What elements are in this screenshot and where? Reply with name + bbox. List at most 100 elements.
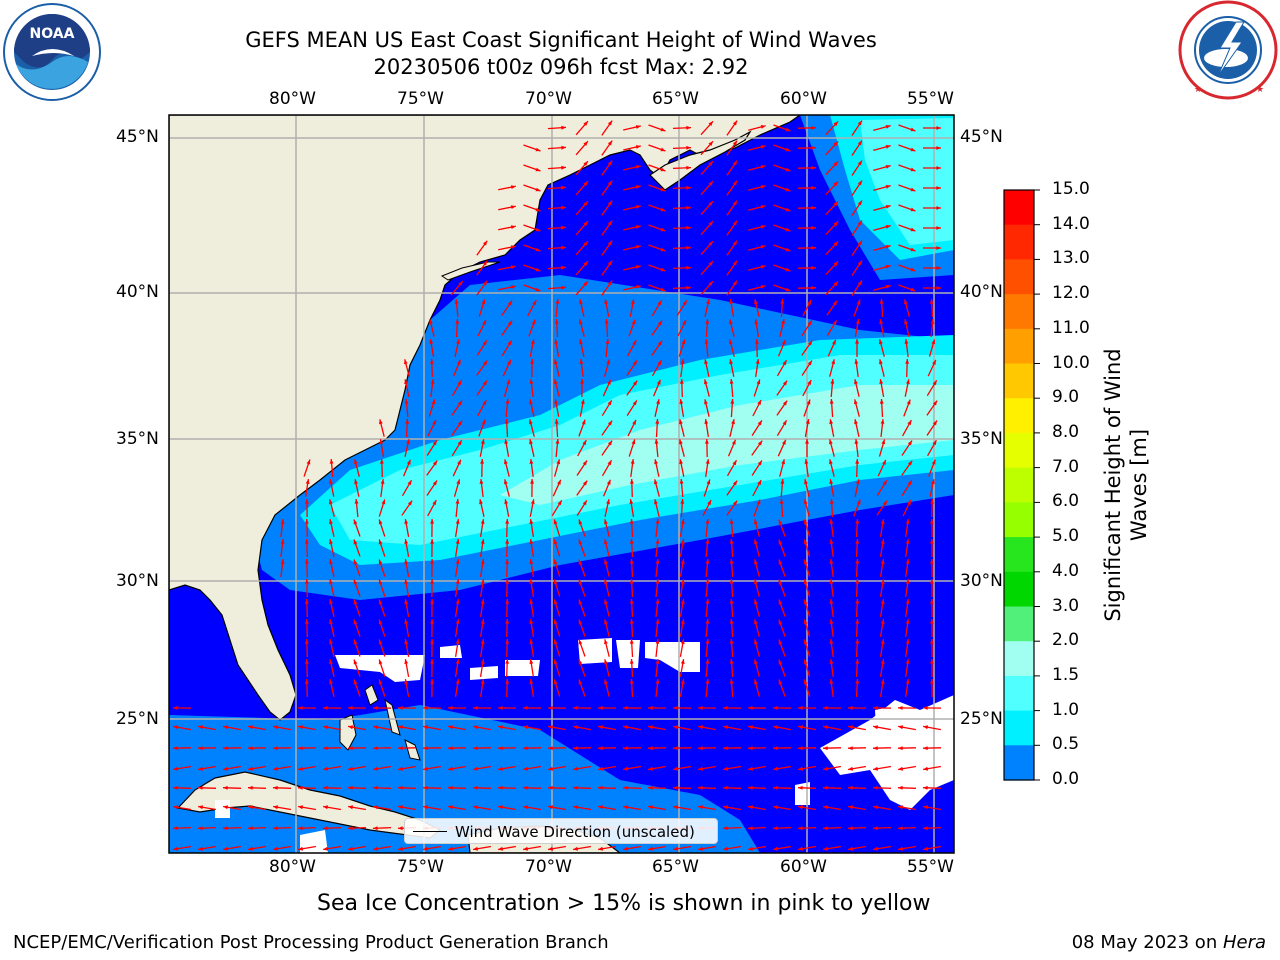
- wave-direction-arrow: [554, 359, 560, 377]
- wave-direction-arrow: [929, 479, 935, 497]
- lon-label-bottom-75w: 75°W: [397, 857, 444, 877]
- wave-direction-arrow: [855, 678, 860, 698]
- wave-direction-arrow: [654, 438, 659, 458]
- wave-direction-arrow: [705, 678, 710, 698]
- wave-direction-arrow: [679, 478, 684, 498]
- wave-direction-arrow: [553, 659, 561, 677]
- wave-direction-arrow: [726, 180, 738, 196]
- wave-direction-arrow: [873, 184, 891, 192]
- wave-direction-arrow: [397, 845, 417, 851]
- wave-direction-arrow: [601, 260, 613, 276]
- land-long-island: [440, 261, 501, 281]
- wave-direction-arrow: [404, 618, 410, 638]
- wave-direction-arrow: [426, 460, 438, 476]
- wave-direction-arrow: [247, 845, 267, 851]
- wave-direction-arrow: [697, 845, 717, 851]
- wave-direction-arrow: [472, 845, 492, 851]
- wave-direction-arrow: [522, 845, 542, 851]
- wave-direction-arrow: [272, 725, 292, 731]
- wave-direction-arrow: [872, 725, 892, 731]
- wave-direction-arrow: [647, 845, 667, 851]
- wave-direction-arrow: [498, 225, 516, 231]
- wave-direction-arrow: [700, 140, 714, 156]
- wave-direction-arrow: [378, 599, 386, 617]
- colorbar-segment: [1004, 363, 1034, 399]
- wave-direction-arrow: [528, 319, 536, 337]
- lat-label-left-30n: 30°N: [116, 571, 159, 591]
- wave-direction-arrow: [454, 678, 460, 698]
- wave-direction-arrow: [648, 124, 666, 132]
- wave-direction-arrow: [847, 746, 867, 751]
- wave-direction-arrow: [197, 805, 217, 811]
- wave-direction-arrow: [748, 205, 766, 211]
- wave-direction-arrow: [547, 165, 567, 170]
- wave-direction-arrow: [672, 845, 692, 851]
- wave-direction-arrow: [729, 319, 735, 337]
- wave-direction-arrow: [426, 480, 438, 496]
- wave-direction-arrow: [873, 264, 891, 272]
- wave-direction-arrow: [505, 398, 510, 418]
- wave-direction-arrow: [922, 785, 942, 790]
- wave-direction-arrow: [623, 165, 641, 171]
- wave-direction-arrow: [773, 284, 791, 292]
- lon-label-top-60w: 60°W: [780, 89, 827, 109]
- wave-direction-arrow: [629, 518, 634, 538]
- wave-direction-arrow: [754, 299, 760, 317]
- wave-direction-arrow: [554, 379, 560, 397]
- wave-direction-arrow: [901, 440, 913, 456]
- wave-direction-arrow: [648, 244, 666, 252]
- wave-direction-arrow: [902, 499, 912, 517]
- wave-direction-arrow: [503, 379, 511, 397]
- wave-direction-arrow: [603, 359, 611, 377]
- wave-direction-arrow: [578, 599, 586, 617]
- wave-direction-arrow: [772, 765, 792, 771]
- wave-direction-arrow: [804, 459, 809, 477]
- wave-direction-arrow: [729, 678, 734, 698]
- wave-direction-arrow: [704, 399, 710, 417]
- wave-direction-arrow: [747, 725, 767, 731]
- colorbar-tick-label: 11.0: [1052, 317, 1090, 338]
- wave-direction-arrow: [401, 500, 413, 516]
- wave-direction-arrow: [778, 599, 786, 617]
- wave-direction-arrow: [803, 559, 811, 577]
- wave-direction-arrow: [529, 518, 535, 538]
- wave-direction-arrow: [477, 319, 487, 337]
- colorbar-tick-label: 1.0: [1052, 699, 1080, 720]
- wave-direction-arrow: [855, 558, 860, 578]
- wave-direction-arrow: [447, 805, 467, 811]
- wave-direction-arrow: [855, 538, 860, 558]
- wave-direction-arrow: [626, 380, 638, 396]
- wave-direction-arrow: [247, 765, 267, 771]
- wave-direction-arrow: [529, 558, 535, 578]
- wave-direction-arrow: [479, 638, 485, 658]
- wave-direction-arrow: [873, 144, 891, 152]
- wave-direction-arrow: [455, 498, 460, 518]
- wave-direction-arrow: [679, 598, 685, 618]
- wave-direction-arrow: [897, 785, 917, 790]
- wave-direction-arrow: [647, 785, 667, 790]
- lat-label-left-40n: 40°N: [116, 282, 159, 302]
- wave-direction-arrow: [753, 499, 761, 517]
- legend-line-icon: [413, 831, 447, 832]
- wave-direction-arrow: [604, 639, 610, 657]
- wave-direction-arrow: [776, 380, 788, 396]
- wave-direction-arrow: [930, 678, 934, 698]
- wave-direction-arrow: [378, 559, 386, 577]
- wave-direction-arrow: [372, 785, 392, 790]
- wave-direction-arrow: [700, 240, 714, 256]
- wave-direction-arrow: [479, 558, 485, 578]
- lat-label-left-45n: 45°N: [116, 127, 159, 147]
- wave-direction-arrow: [655, 679, 660, 697]
- wave-direction-arrow: [704, 359, 710, 377]
- wave-direction-arrow: [797, 826, 817, 831]
- wave-direction-arrow: [628, 439, 636, 457]
- wave-direction-arrow: [401, 479, 413, 497]
- wave-direction-arrow: [378, 659, 386, 677]
- wave-direction-arrow: [447, 725, 467, 731]
- wave-direction-arrow: [523, 264, 541, 272]
- wave-direction-arrow: [404, 658, 410, 678]
- wave-direction-arrow: [497, 746, 517, 751]
- wave-direction-arrow: [604, 519, 610, 537]
- wave-direction-arrow: [575, 220, 589, 236]
